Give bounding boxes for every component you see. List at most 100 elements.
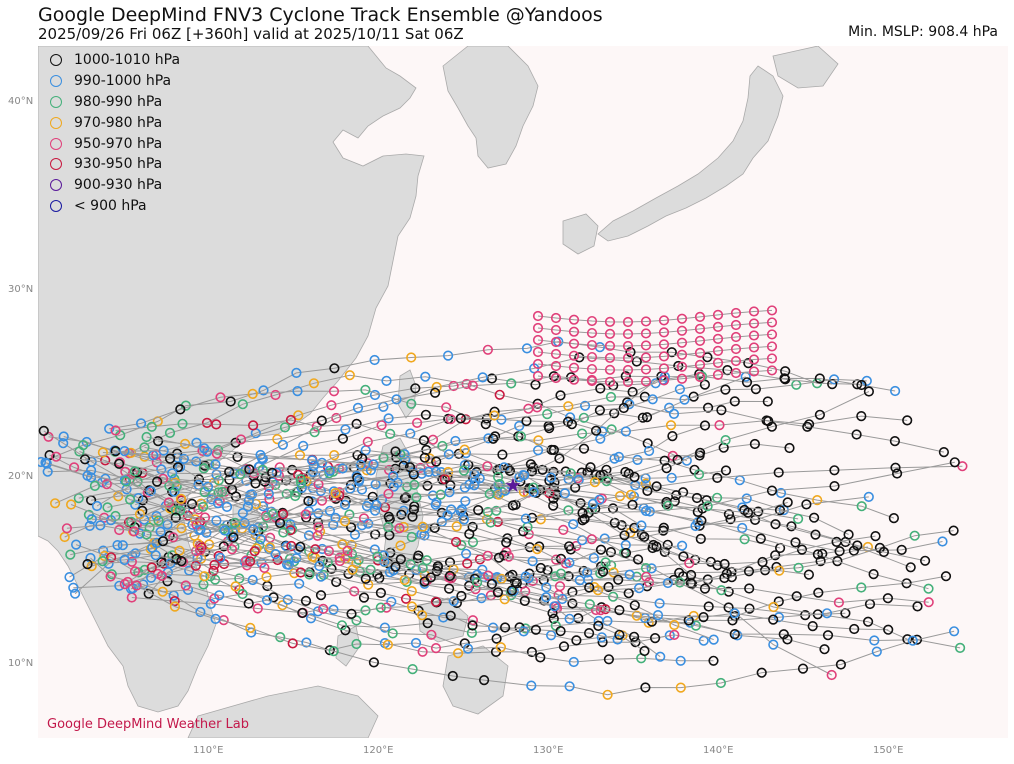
track-point: [550, 571, 561, 582]
track-point: [622, 316, 634, 328]
track-point: [544, 423, 555, 434]
track-point: [658, 375, 670, 386]
track-point: [360, 384, 371, 396]
track-point: [130, 548, 141, 559]
track-point: [201, 417, 213, 429]
track-point: [412, 417, 423, 429]
track-point: [169, 601, 180, 612]
track-point: [749, 438, 761, 450]
track-point: [555, 390, 566, 401]
track-point: [156, 570, 167, 582]
track-line: [70, 504, 714, 663]
track-point: [176, 555, 187, 567]
track-point: [597, 636, 608, 648]
track-point: [633, 583, 645, 594]
track-point: [153, 515, 164, 526]
track-point: [315, 590, 327, 601]
track-point: [122, 576, 133, 588]
track-point: [164, 480, 175, 491]
track-point: [466, 627, 478, 639]
track-point: [618, 402, 629, 414]
track-point: [169, 595, 180, 607]
track-point: [568, 350, 580, 361]
track-point: [482, 506, 494, 518]
track-point: [391, 394, 402, 405]
track-point: [213, 550, 224, 562]
track-point: [909, 530, 920, 541]
track-point: [827, 379, 838, 390]
track-point: [558, 524, 569, 536]
track-point: [629, 471, 640, 483]
track-point: [652, 609, 664, 621]
track-point: [568, 374, 580, 385]
track-point: [639, 531, 650, 543]
track-line: [537, 357, 773, 371]
track-point: [298, 440, 309, 452]
track-point: [703, 601, 714, 612]
track-point: [439, 474, 450, 485]
track-point: [574, 575, 585, 586]
track-point: [323, 546, 335, 557]
track-point: [766, 329, 778, 340]
legend-circle-icon: [50, 116, 62, 129]
track-line: [537, 321, 773, 335]
track-point: [520, 571, 531, 582]
legend-circle-icon: [50, 158, 62, 171]
track-point: [676, 325, 688, 336]
track-point: [762, 396, 773, 407]
track-point: [483, 570, 494, 581]
track-point: [411, 492, 422, 503]
track-point: [295, 541, 306, 552]
track-point: [616, 520, 627, 531]
track-point: [792, 513, 804, 525]
track-point: [491, 633, 502, 644]
track-point: [328, 386, 340, 397]
track-point: [722, 365, 733, 376]
track-point: [401, 576, 412, 588]
track-point: [902, 634, 913, 645]
track-point: [326, 400, 337, 411]
track-point: [554, 453, 565, 464]
track-point: [418, 435, 430, 446]
track-point: [748, 366, 760, 377]
track-point: [120, 476, 132, 487]
track-point: [277, 439, 288, 450]
track-point: [459, 444, 470, 455]
track-point: [464, 528, 475, 540]
track-point: [586, 363, 598, 375]
track-point: [370, 505, 381, 516]
track-point: [676, 373, 688, 384]
track-point: [905, 562, 916, 573]
track-point: [461, 548, 472, 559]
track-point: [902, 415, 913, 426]
track-point: [215, 392, 226, 403]
track-point: [821, 608, 833, 619]
track-point: [605, 560, 617, 571]
track-point: [494, 389, 505, 400]
track-point: [330, 512, 341, 524]
track-point: [651, 481, 662, 492]
track-point: [419, 452, 430, 463]
track-point: [643, 445, 655, 457]
track-point: [270, 389, 281, 401]
track-line: [537, 309, 773, 323]
legend-label: 970-980 hPa: [74, 114, 163, 131]
track-point: [409, 501, 420, 512]
track-point: [95, 520, 106, 531]
track-point: [851, 429, 862, 440]
track-point: [655, 651, 666, 662]
track-point: [525, 459, 537, 470]
track-point: [605, 547, 617, 558]
track-point: [532, 322, 544, 334]
track-point: [666, 347, 677, 358]
track-point: [537, 464, 548, 475]
track-point: [450, 435, 461, 447]
track-point: [528, 487, 539, 498]
track-point: [219, 525, 230, 536]
track-point: [430, 596, 442, 607]
track-point: [574, 352, 585, 363]
track-point: [691, 492, 703, 504]
track-point: [110, 425, 121, 436]
track-point: [354, 474, 365, 485]
track-point: [101, 479, 112, 490]
